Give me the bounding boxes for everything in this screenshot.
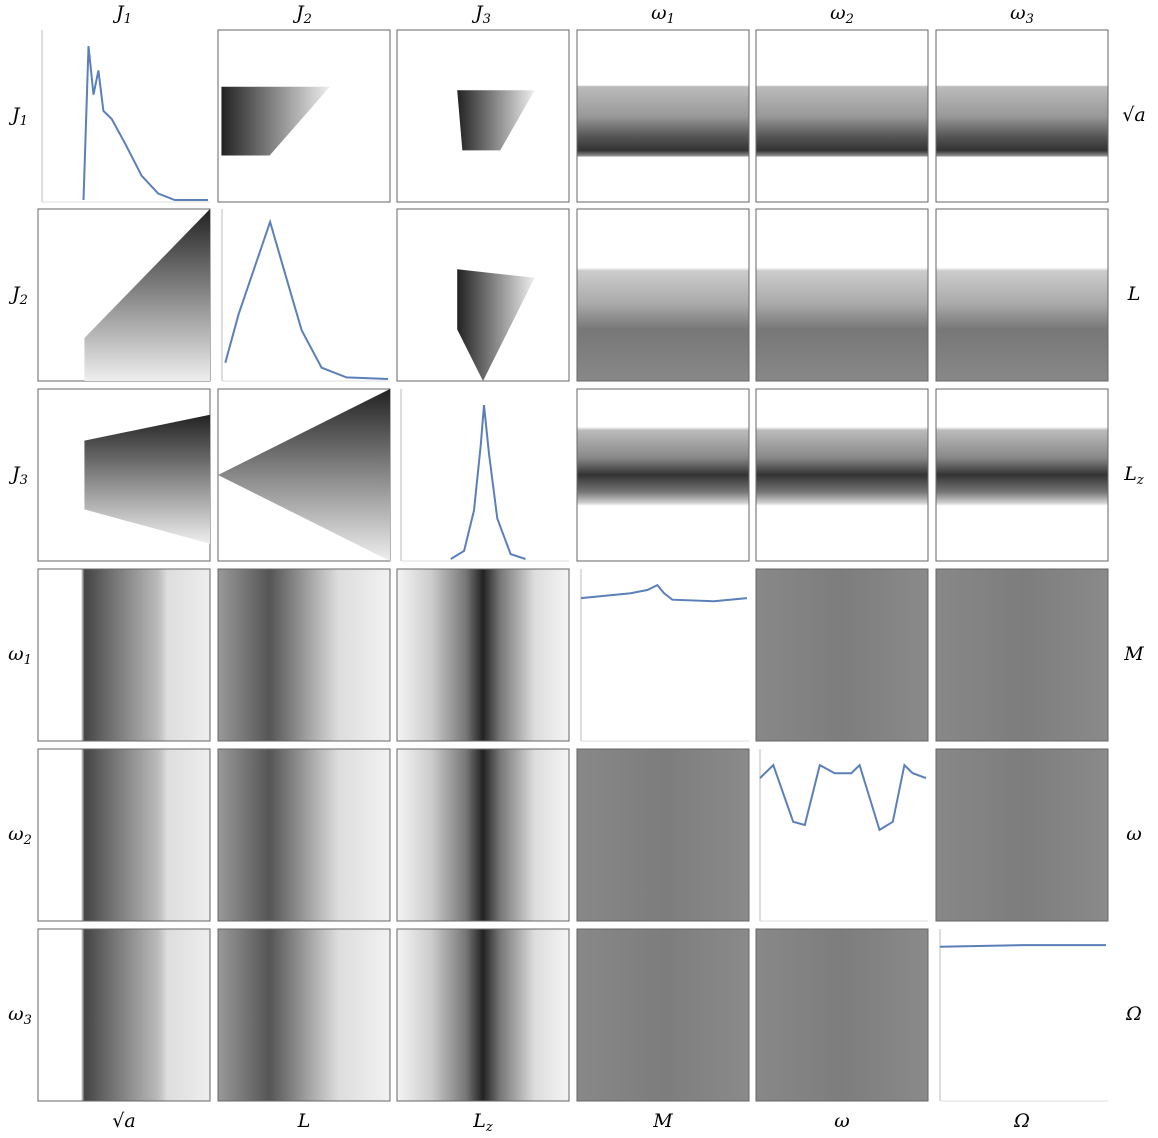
curve [224, 218, 389, 380]
axis-label: ω3 [1010, 2, 1034, 27]
axis-label: J3 [8, 463, 28, 488]
density [221, 86, 330, 156]
panel [396, 928, 570, 1102]
axis-label: Lz [472, 1110, 493, 1135]
axis-label: Lz [1123, 463, 1144, 488]
panel [935, 748, 1109, 922]
axis-label: Ω [1125, 1003, 1142, 1025]
panel [576, 748, 750, 922]
panel [576, 928, 750, 1102]
panel [217, 748, 391, 922]
axis-label: √a [112, 1110, 135, 1132]
panel [935, 29, 1109, 203]
curve [580, 583, 748, 603]
axis-label: ω2 [8, 823, 32, 848]
axis-label: J1 [112, 2, 132, 27]
panel [576, 208, 750, 382]
axis-label: ω [834, 1110, 850, 1132]
panel [755, 928, 929, 1102]
panel [396, 748, 570, 922]
axis-label: ω [1126, 823, 1142, 845]
panel [755, 29, 929, 203]
density [84, 209, 210, 381]
panel [935, 208, 1109, 382]
density [457, 269, 535, 381]
panel [217, 568, 391, 742]
curve [939, 944, 1106, 948]
axis-label: ω1 [8, 643, 32, 668]
panel [37, 928, 211, 1102]
curve [450, 404, 526, 560]
density [84, 414, 210, 544]
density [457, 90, 535, 151]
axis-label: ω3 [8, 1003, 32, 1028]
curve [759, 763, 927, 832]
axis-label: L [297, 1110, 311, 1132]
axis-label: √a [1122, 104, 1145, 126]
axis-label: L [1127, 283, 1141, 305]
axis-label: ω2 [830, 2, 854, 27]
axis-label: J1 [8, 104, 28, 129]
panel [935, 388, 1109, 562]
panel [396, 568, 570, 742]
axis-label: Ω [1013, 1110, 1030, 1132]
panel [576, 388, 750, 562]
panel [37, 568, 211, 742]
panel [755, 388, 929, 562]
panel [576, 29, 750, 203]
axis-label: M [652, 1110, 673, 1132]
curve [82, 45, 208, 201]
panel [935, 568, 1109, 742]
axis-label: J2 [292, 2, 312, 27]
axis-label: ω1 [651, 2, 675, 27]
density [218, 389, 390, 561]
axis-label: M [1123, 643, 1144, 665]
panel [217, 928, 391, 1102]
axis-label: J2 [8, 283, 28, 308]
panel [755, 208, 929, 382]
axis-label: J3 [471, 2, 491, 27]
panel [37, 748, 211, 922]
panel [755, 568, 929, 742]
